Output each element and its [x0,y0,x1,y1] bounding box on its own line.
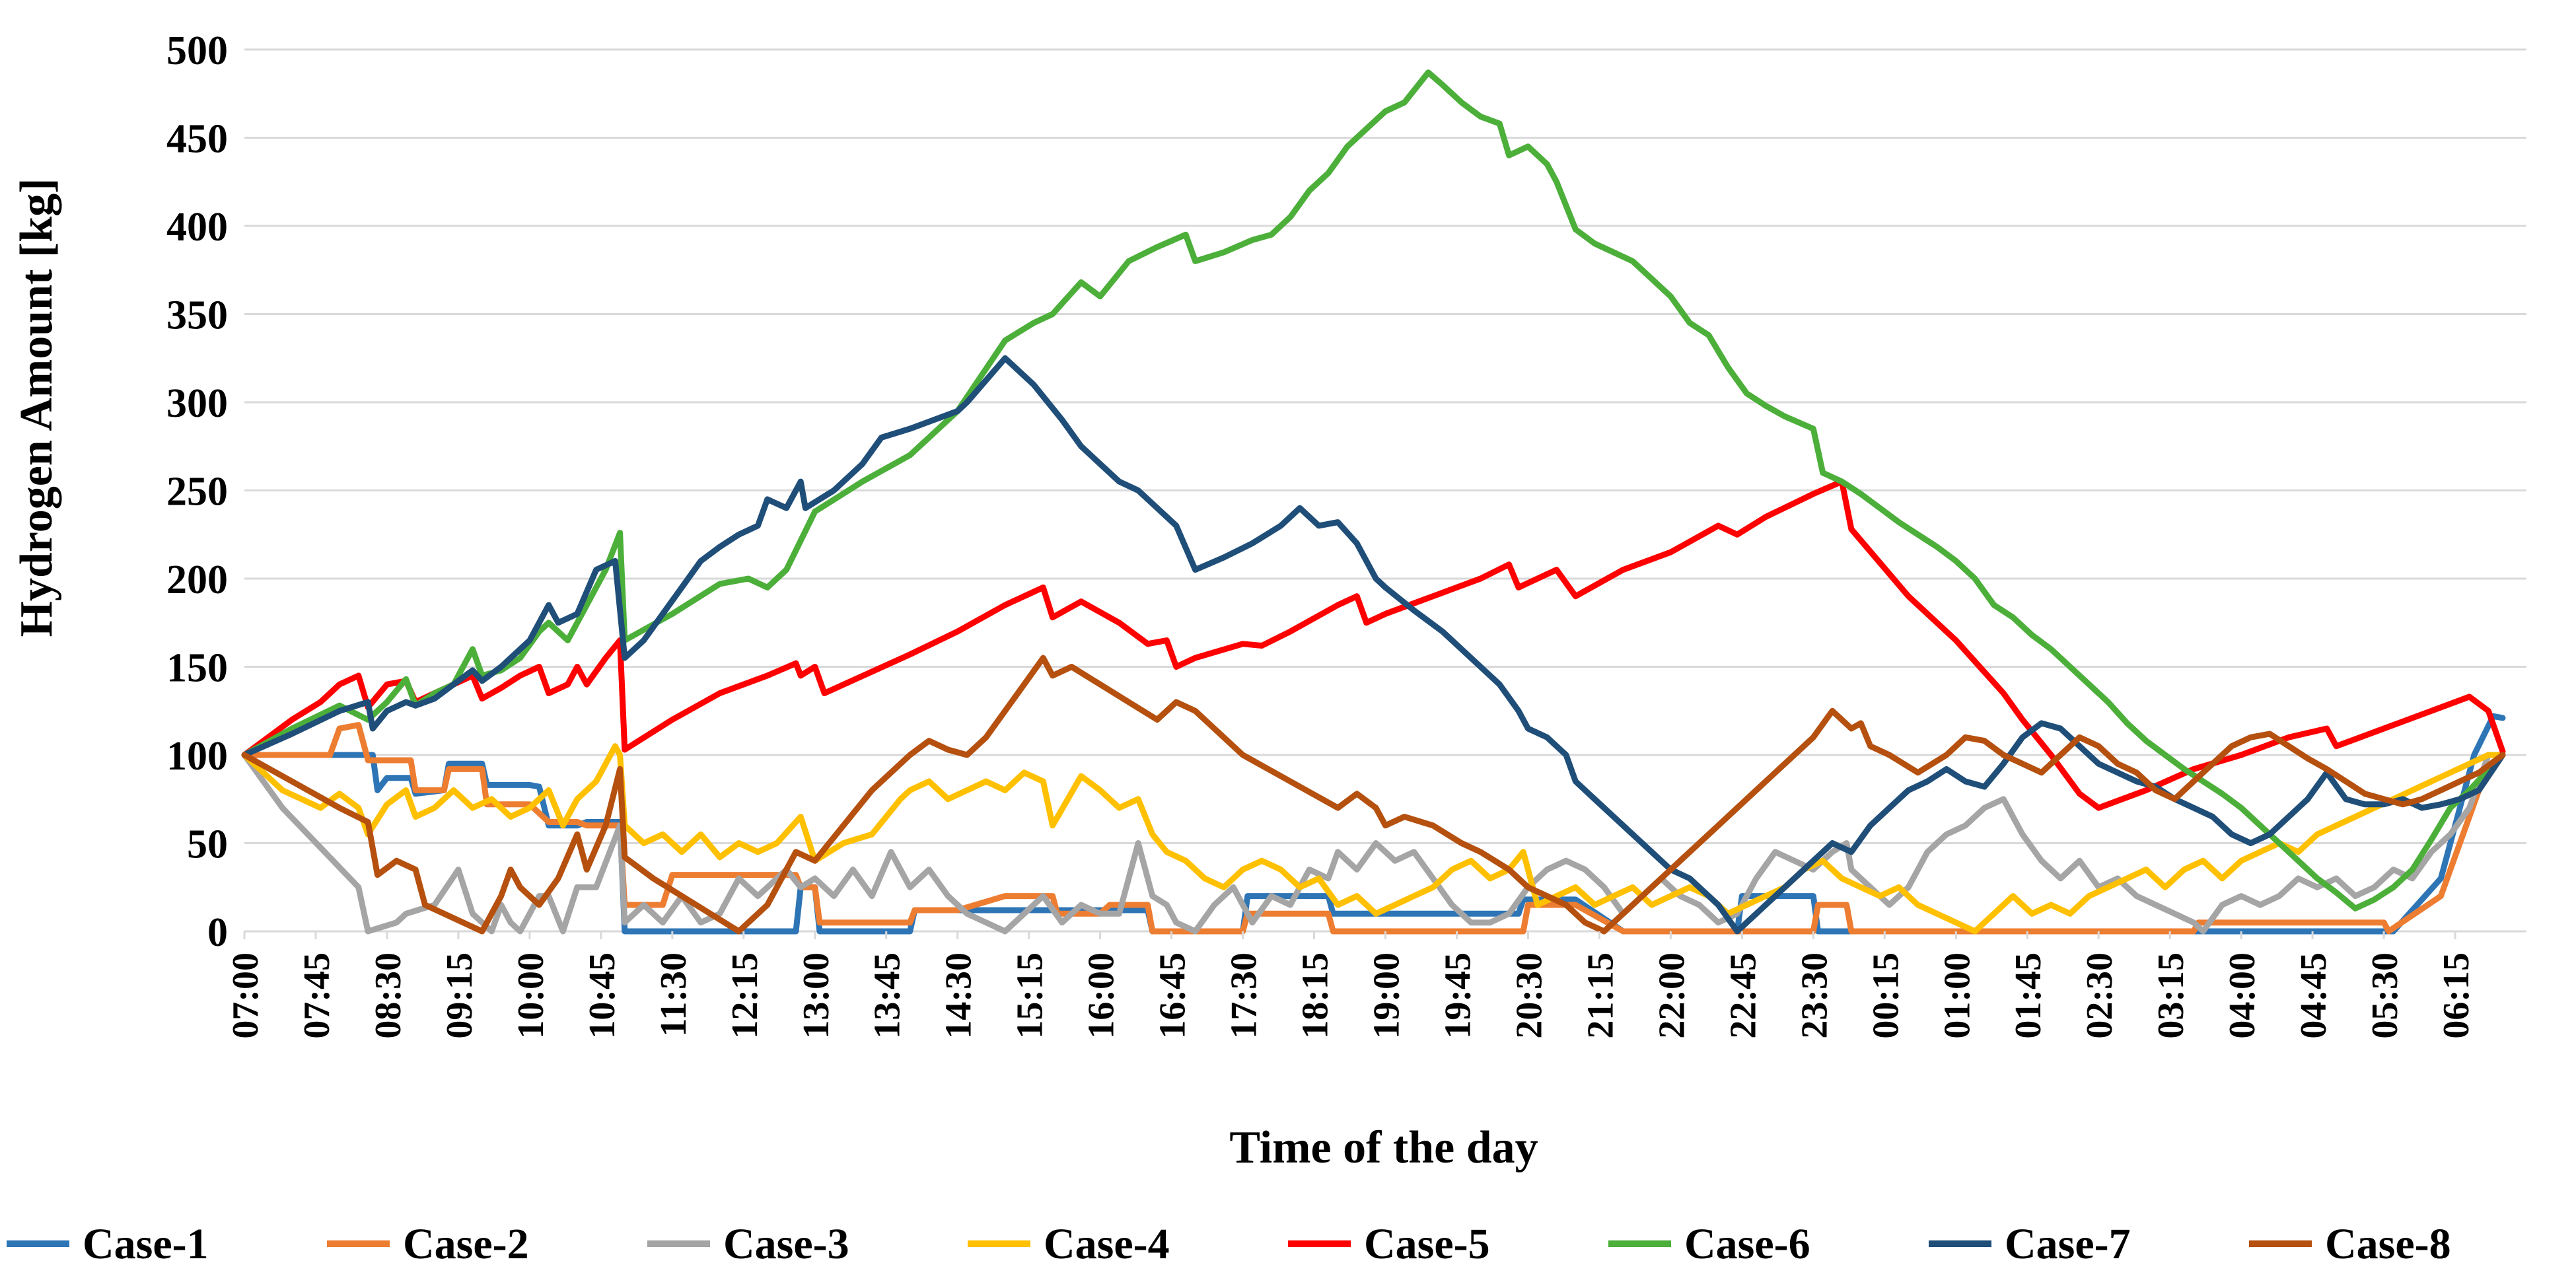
x-tick-label: 10:45 [582,952,623,1039]
legend: Case-1 Case-2 Case-3 Case-4 Case-5 Case-6 Case… [7,1220,2451,1268]
y-tick-label: 300 [166,381,228,426]
x-tick-label: 12:15 [725,952,766,1039]
y-tick-label: 100 [166,734,228,779]
x-tick-label: 07:45 [297,952,338,1039]
x-tick-label: 00:15 [1865,952,1906,1039]
legend-label: Case-2 [403,1220,529,1268]
x-tick-label: 22:00 [1651,952,1692,1039]
legend-item-case-7: Case-7 [1929,1220,2131,1268]
legend-label: Case-1 [83,1220,209,1268]
x-tick-label: 18:15 [1295,952,1336,1039]
y-tick-label: 350 [166,293,228,338]
legend-label: Case-4 [1044,1220,1170,1268]
x-tick-label: 04:00 [2222,952,2263,1039]
series-line-case-6 [241,69,2506,912]
legend-item-case-1: Case-1 [7,1220,209,1268]
legend-item-case-8: Case-8 [2249,1220,2451,1268]
x-tick-label: 10:00 [511,952,552,1039]
y-axis-title: Hydrogen Amount [kg] [11,178,62,637]
legend-label: Case-5 [1364,1220,1490,1268]
legend-item-case-6: Case-6 [1608,1220,1810,1268]
y-tick-label: 150 [166,646,228,691]
x-tick-label: 01:00 [1937,952,1978,1039]
x-tick-labels: 07:00 07:45 08:30 09:15 10:00 10:45 11:30 12:15… [225,931,2477,1039]
x-tick-label: 02:30 [2079,952,2120,1039]
y-tick-label: 500 [166,28,228,73]
series-line-case-4 [241,743,2506,935]
x-tick-label: 07:00 [225,952,266,1039]
x-tick-label: 15:15 [1010,952,1051,1039]
y-tick-label: 250 [166,470,228,515]
legend-label: Case-3 [723,1220,849,1268]
y-tick-label: 200 [166,557,228,602]
x-tick-label: 16:00 [1081,952,1122,1039]
x-tick-label: 16:45 [1153,952,1194,1039]
y-tick-label: 400 [166,205,228,250]
x-tick-label: 14:30 [939,952,980,1039]
y-tick-labels: 0 50 100 150 200 250 300 350 400 450 500 [166,28,228,955]
x-tick-label: 03:15 [2151,952,2192,1039]
x-tick-label: 04:45 [2293,952,2334,1039]
x-tick-label: 21:15 [1580,952,1621,1039]
series-line-case-5 [241,478,2506,811]
legend-item-case-5: Case-5 [1288,1220,1490,1268]
x-tick-label: 22:45 [1723,952,1764,1039]
legend-item-case-4: Case-4 [968,1220,1170,1268]
series-line-case-3 [241,752,2506,935]
legend-label: Case-6 [1684,1220,1810,1268]
x-tick-label: 13:45 [867,952,908,1039]
x-tick-label: 20:30 [1509,952,1550,1039]
x-tick-label: 11:30 [653,952,694,1037]
x-tick-label: 09:15 [439,952,480,1039]
y-tick-label: 450 [166,117,228,162]
y-tick-label: 0 [207,910,228,955]
x-tick-label: 19:45 [1438,952,1479,1039]
y-tick-label: 50 [187,822,228,867]
legend-item-case-2: Case-2 [327,1220,529,1268]
x-tick-label: 23:30 [1794,952,1835,1039]
legend-label: Case-8 [2325,1220,2451,1268]
legend-item-case-3: Case-3 [647,1220,849,1268]
x-axis-title: Time of the day [1229,1122,1538,1173]
series-line-case-8 [241,655,2506,935]
x-tick-label: 06:15 [2436,952,2477,1039]
x-tick-label: 13:00 [796,952,837,1039]
x-tick-label: 08:30 [368,952,409,1039]
x-tick-label: 17:30 [1224,952,1265,1039]
grid-layer [244,48,2526,933]
x-tick-label: 01:45 [2008,952,2049,1039]
x-tick-label: 19:00 [1367,952,1408,1039]
series-layer [241,69,2506,935]
x-tick-label: 05:30 [2365,952,2406,1039]
legend-label: Case-7 [2005,1220,2131,1268]
